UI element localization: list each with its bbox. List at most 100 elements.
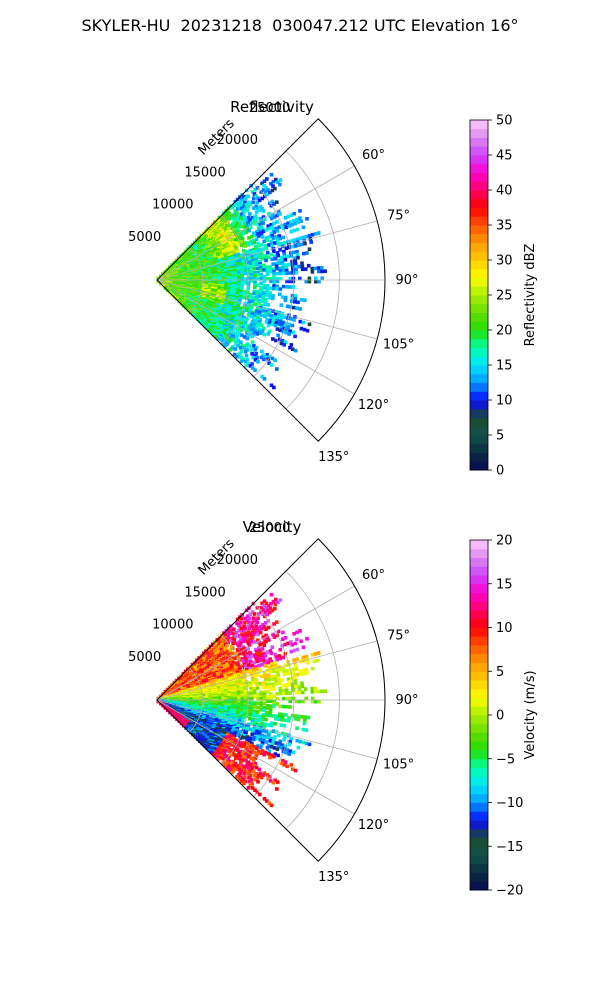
radar-gate [271, 599, 276, 604]
radar-gate [258, 261, 262, 266]
radar-gate [223, 338, 228, 343]
radar-gate [258, 658, 263, 663]
radar-gate [285, 328, 290, 332]
radar-gate [274, 261, 279, 266]
radar-gate [295, 237, 299, 242]
radar-gate [240, 275, 244, 280]
radar-gate [243, 706, 247, 711]
radar-gate [243, 672, 247, 677]
radar-gate [222, 335, 227, 339]
radar-gate [272, 281, 276, 286]
radar-gate [248, 331, 253, 335]
radar-gate [278, 668, 282, 672]
radar-gate [306, 661, 310, 665]
radar-gate [264, 258, 268, 263]
radar-gate [247, 228, 251, 233]
radar-gate [248, 716, 252, 721]
radar-gate [281, 688, 286, 693]
radar-gate [276, 240, 280, 244]
radar-gate [289, 229, 294, 234]
radar-gate [300, 264, 305, 269]
radar-gate [239, 340, 243, 344]
radar-gate [259, 705, 263, 710]
radar-gate [272, 269, 276, 274]
radar-gate [274, 679, 278, 683]
colorbar-tick-label: 30 [496, 254, 513, 269]
radar-gate [242, 712, 247, 716]
colorbar-segment [470, 128, 488, 138]
radar-gate [248, 344, 252, 348]
radar-gate [272, 230, 277, 234]
radar-gate [249, 639, 253, 644]
radar-gate [260, 235, 265, 239]
radar-gate [259, 272, 264, 277]
radar-gate [274, 235, 279, 239]
radar-gate [249, 707, 254, 711]
radar-gate [246, 215, 251, 220]
radar-gate [246, 194, 250, 199]
radar-gate [268, 319, 273, 323]
radar-gate [294, 667, 299, 671]
radar-gate [275, 266, 279, 271]
radar-gate [256, 314, 260, 319]
radar-gate [266, 638, 271, 642]
azimuth-tick-label: 105° [383, 338, 414, 353]
radar-gate [281, 712, 285, 717]
radar-gate [290, 259, 294, 264]
radar-gate [246, 275, 251, 279]
radar-gate [248, 364, 253, 368]
colorbar-tick-label: 15 [496, 359, 513, 374]
radar-gate [289, 213, 294, 217]
radar-gate [248, 668, 253, 673]
radar-gate [278, 236, 282, 241]
radar-gate [249, 711, 253, 715]
radar-gate [275, 696, 280, 701]
radar-gate [283, 257, 288, 262]
radar-gate [286, 641, 290, 646]
radar-gate [259, 232, 264, 237]
radar-gate [265, 710, 269, 715]
radar-gate [262, 274, 267, 279]
radar-gate [246, 695, 251, 699]
radar-gate [262, 599, 267, 603]
radar-gate [255, 316, 260, 321]
colorbar-segment [470, 146, 488, 156]
radar-gate [260, 181, 264, 186]
radar-gate [248, 658, 252, 662]
radar-gate [256, 654, 261, 658]
radar-gate [264, 228, 269, 232]
radar-gate [269, 601, 273, 606]
radar-gate [275, 220, 279, 224]
radar-gate [255, 230, 259, 234]
radar-gate [262, 332, 267, 337]
radar-gate [243, 244, 248, 248]
radar-gate [235, 328, 240, 332]
radar-gate [242, 630, 247, 634]
radar-gate [254, 680, 259, 684]
radar-gate [267, 730, 272, 735]
radar-gate [297, 714, 301, 719]
radar-gate [250, 697, 254, 701]
radar-gate [279, 317, 283, 321]
radar-gate [254, 244, 258, 249]
radar-gate [266, 323, 271, 328]
radar-gate [242, 682, 246, 687]
radar-gate [258, 317, 263, 322]
radar-gate [248, 248, 253, 253]
radar-gate [287, 332, 291, 336]
radar-gate [256, 632, 260, 637]
radar-gate [248, 261, 253, 265]
radar-gate [266, 224, 271, 228]
radar-gate [275, 367, 279, 371]
radar-gate [258, 714, 262, 719]
radar-gate [278, 287, 283, 291]
radar-gate [249, 241, 254, 246]
radar-gate [274, 226, 279, 231]
radar-gate [246, 281, 251, 285]
radar-gate [249, 687, 253, 691]
radar-gate [268, 657, 273, 661]
radar-gate [237, 298, 242, 303]
radar-gate [289, 676, 294, 681]
radar-gate [273, 323, 278, 328]
